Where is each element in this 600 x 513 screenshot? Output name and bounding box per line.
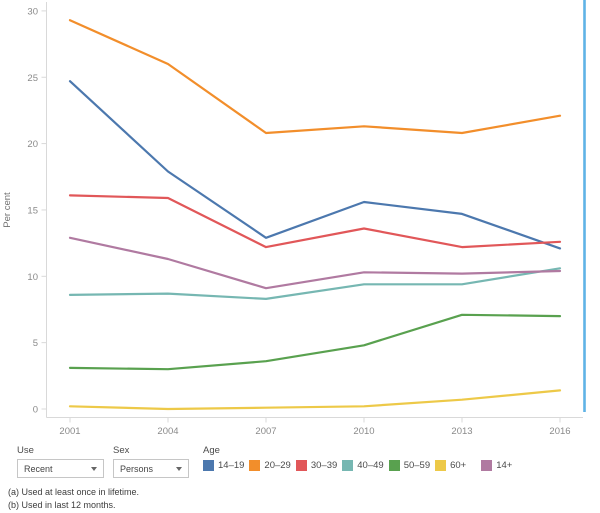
sex-filter-dropdown[interactable]: Persons	[113, 459, 189, 478]
x-tick-label: 2004	[157, 426, 178, 437]
legend-label: 40–49	[357, 460, 384, 471]
y-axis-title: Per cent	[2, 192, 13, 228]
legend-item-40-49[interactable]: 40–49	[342, 460, 384, 471]
caret-down-icon	[176, 466, 182, 471]
legend-swatch-icon	[203, 460, 214, 471]
use-filter-dropdown[interactable]: Recent	[17, 459, 104, 478]
footnote-b: (b) Used in last 12 months.	[8, 499, 116, 510]
line-series-30-39[interactable]	[68, 194, 562, 249]
line-chart-canvas: 0 5 10 15 20 25 30 2001 2004 2007 2010 2013 2016 Per …	[2, 0, 586, 437]
footnotes: (a) Used at least once in lifetime. (b) …	[8, 486, 139, 511]
legend-item-60+[interactable]: 60+	[435, 460, 466, 471]
line-series-40-49[interactable]	[68, 267, 562, 300]
y-tick-label: 0	[33, 405, 38, 416]
legend-item-14+[interactable]: 14+	[481, 460, 512, 471]
line-series-60+[interactable]	[68, 389, 562, 411]
legend-swatch-icon	[481, 460, 493, 471]
legend-label: 20–29	[264, 460, 291, 471]
legend-swatch-icon	[295, 460, 307, 471]
legend-label: 14+	[496, 460, 513, 471]
legend-swatch-icon	[435, 460, 447, 471]
legend-item-20-29[interactable]: 20–29	[249, 460, 291, 471]
legend-swatch-icon	[249, 460, 261, 471]
legend-label: 14–19	[218, 460, 245, 471]
age-legend-block: Age	[203, 445, 220, 459]
legend-label: 60+	[450, 460, 467, 471]
legend-item-30-39[interactable]: 30–39	[295, 460, 338, 471]
age-legend: 14–19 20–29 30–39 40–49 50–59 60+ 14+	[203, 460, 517, 471]
legend-item-50-59[interactable]: 50–59	[388, 460, 431, 471]
sex-filter-label: Sex	[113, 445, 130, 456]
line-series-14+[interactable]	[68, 236, 562, 290]
x-tick-label: 2007	[255, 426, 276, 437]
use-filter-value: Recent	[24, 463, 53, 474]
y-tick-label: 25	[27, 73, 38, 84]
y-tick-label: 10	[27, 272, 38, 283]
legend-label: 50–59	[403, 460, 431, 471]
footnote-a: (a) Used at least once in lifetime.	[8, 487, 140, 497]
y-tick-label: 15	[27, 205, 38, 216]
y-tick-label: 30	[27, 6, 38, 17]
x-tick-label: 2013	[451, 426, 472, 437]
use-filter: Use Recent	[17, 445, 104, 478]
legend-swatch-icon	[342, 460, 354, 471]
sex-filter: Sex Persons	[113, 445, 189, 478]
age-legend-title: Age	[203, 445, 220, 456]
y-tick-label: 20	[27, 139, 38, 150]
x-tick-label: 2010	[353, 426, 374, 437]
x-tick-label: 2001	[59, 426, 80, 437]
sex-filter-value: Persons	[120, 463, 154, 474]
legend-item-14-19[interactable]: 14–19	[203, 460, 244, 471]
legend-label: 30–39	[310, 460, 338, 471]
x-tick-label: 2016	[549, 426, 570, 437]
legend-swatch-icon	[388, 460, 400, 471]
line-series-20-29[interactable]	[68, 19, 562, 135]
y-tick-label: 5	[33, 338, 38, 349]
line-series-50-59[interactable]	[68, 313, 562, 371]
line-series-14-19[interactable]	[68, 80, 562, 250]
caret-down-icon	[91, 466, 97, 471]
use-filter-label: Use	[17, 445, 34, 456]
